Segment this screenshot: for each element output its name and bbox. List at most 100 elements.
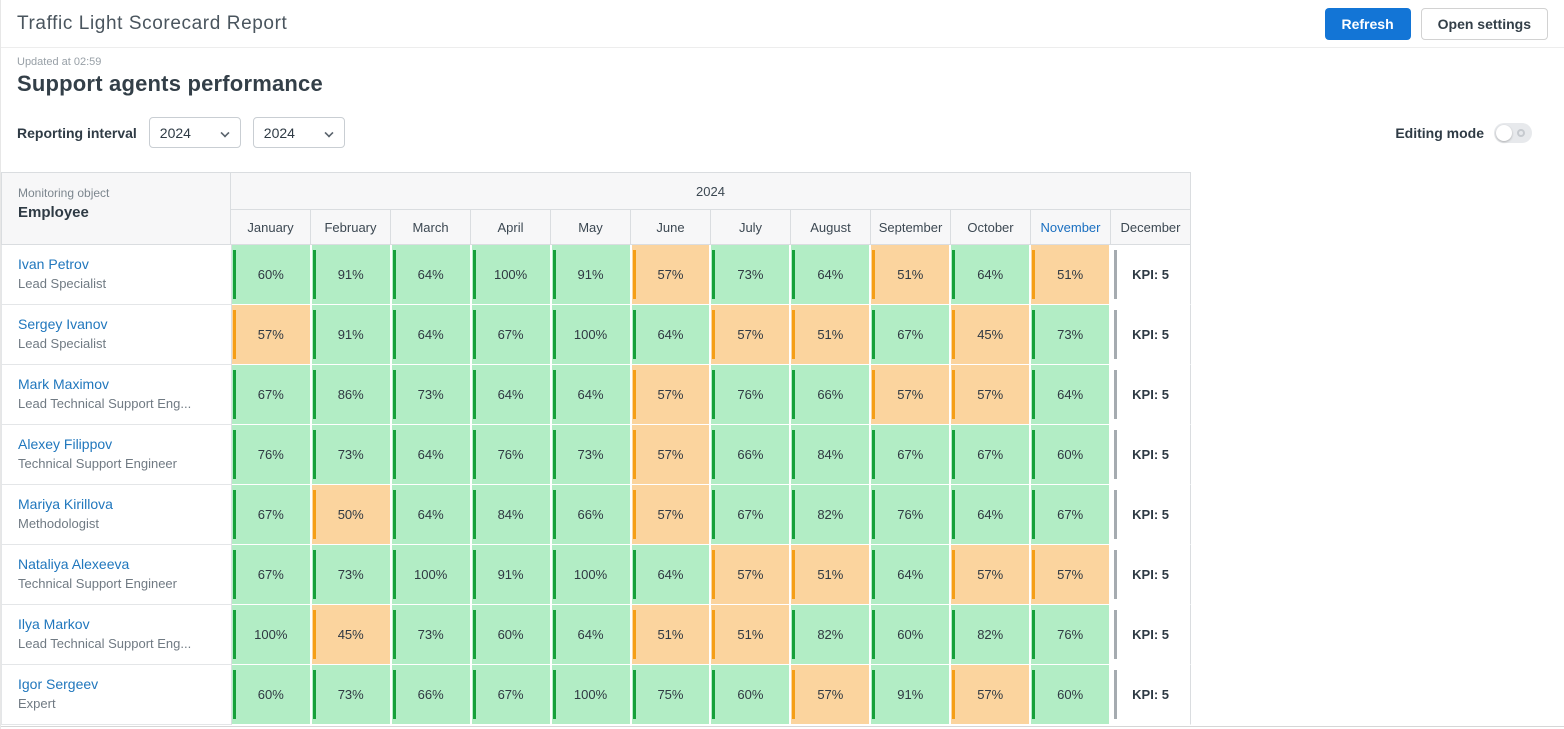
employee-name-link[interactable]: Ilya Markov bbox=[18, 616, 90, 632]
score-cell: 64% bbox=[551, 365, 632, 425]
score-cell: 51% bbox=[1031, 245, 1112, 305]
score-cell: 64% bbox=[391, 425, 472, 485]
interval-from-select[interactable]: 2024 bbox=[148, 117, 241, 148]
updated-at-text: Updated at 02:59 bbox=[17, 56, 102, 68]
editing-mode-toggle[interactable] bbox=[1494, 122, 1532, 143]
chevron-down-icon bbox=[324, 128, 334, 138]
employee-role: Lead Technical Support Eng... bbox=[18, 636, 192, 651]
score-cell: 91% bbox=[471, 545, 552, 605]
app-title: Traffic Light Scorecard Report bbox=[17, 12, 288, 34]
employee-role: Lead Technical Support Eng... bbox=[18, 396, 192, 411]
months-row: January February March April May June July Augu… bbox=[231, 210, 1191, 245]
score-cell: 73% bbox=[391, 605, 472, 665]
score-cell: 57% bbox=[951, 545, 1032, 605]
editing-mode-label: Editing mode bbox=[1395, 124, 1484, 141]
score-cell: 67% bbox=[871, 425, 952, 485]
report-title: Support agents performance bbox=[17, 71, 323, 96]
table-row: Ivan Petrov Lead Specialist 60% 91% 64% 100% 9… bbox=[2, 245, 1192, 305]
employee-cell: Mariya Kirillova Methodologist bbox=[2, 485, 232, 545]
scorecard-table: Monitoring object Employee 2024 January F… bbox=[1, 172, 1192, 725]
employee-cell: Ilya Markov Lead Technical Support Eng... bbox=[2, 605, 232, 665]
score-cell: 73% bbox=[391, 365, 472, 425]
score-cell: 64% bbox=[391, 485, 472, 545]
score-cell: 60% bbox=[1031, 665, 1112, 725]
score-cell: 64% bbox=[471, 365, 552, 425]
month-header-may: May bbox=[551, 210, 631, 245]
employee-name-link[interactable]: Alexey Filippov bbox=[18, 436, 113, 452]
score-cell: 45% bbox=[311, 605, 392, 665]
score-cell: 67% bbox=[231, 365, 312, 425]
employee-name-link[interactable]: Ivan Petrov bbox=[18, 256, 89, 272]
score-cell: 86% bbox=[311, 365, 392, 425]
score-cell: 67% bbox=[231, 545, 312, 605]
months-header-block: 2024 January February March April May June Jul… bbox=[231, 173, 1191, 245]
score-cell: 73% bbox=[311, 665, 392, 725]
score-cell: 60% bbox=[711, 665, 792, 725]
score-cell: 100% bbox=[551, 305, 632, 365]
score-cell: 51% bbox=[871, 245, 952, 305]
score-cell: 67% bbox=[1031, 485, 1112, 545]
employee-cell: Sergey Ivanov Lead Specialist bbox=[2, 305, 232, 365]
score-cell: 73% bbox=[311, 545, 392, 605]
kpi-cell: KPI: 5 bbox=[1111, 425, 1192, 485]
score-cell: 60% bbox=[231, 245, 312, 305]
score-cell: 67% bbox=[471, 665, 552, 725]
employee-name-link[interactable]: Igor Sergeev bbox=[18, 676, 99, 692]
score-cell: 100% bbox=[471, 245, 552, 305]
month-header-january: January bbox=[231, 210, 311, 245]
employee-cell: Igor Sergeev Expert bbox=[2, 665, 232, 725]
score-cell: 45% bbox=[951, 305, 1032, 365]
score-cell: 66% bbox=[791, 365, 872, 425]
month-header-march: March bbox=[391, 210, 471, 245]
open-settings-button[interactable]: Open settings bbox=[1420, 7, 1548, 40]
topbar-actions: Refresh Open settings bbox=[1324, 7, 1548, 40]
score-cell: 57% bbox=[631, 425, 712, 485]
kpi-cell: KPI: 5 bbox=[1111, 305, 1192, 365]
interval-to-select[interactable]: 2024 bbox=[252, 117, 345, 148]
employee-cell: Alexey Filippov Technical Support Enginee… bbox=[2, 425, 232, 485]
score-cell: 57% bbox=[951, 365, 1032, 425]
score-cell: 64% bbox=[551, 605, 632, 665]
employee-name-link[interactable]: Mark Maximov bbox=[18, 376, 110, 392]
month-header-february: February bbox=[311, 210, 391, 245]
score-cell: 51% bbox=[791, 305, 872, 365]
score-cell: 76% bbox=[711, 365, 792, 425]
score-cell: 76% bbox=[471, 425, 552, 485]
reporting-interval-group: Reporting interval 2024 2024 bbox=[17, 117, 345, 148]
employee-role: Expert bbox=[18, 696, 56, 711]
employee-name-link[interactable]: Nataliya Alexeeva bbox=[18, 556, 130, 572]
table-row: Mariya Kirillova Methodologist 67% 50% 64% 84… bbox=[2, 485, 1192, 545]
score-cell: 100% bbox=[391, 545, 472, 605]
score-cell: 75% bbox=[631, 665, 712, 725]
employee-name-link[interactable]: Mariya Kirillova bbox=[18, 496, 113, 512]
table-row: Ilya Markov Lead Technical Support Eng...… bbox=[2, 605, 1192, 665]
month-header-june: June bbox=[631, 210, 711, 245]
score-cell: 60% bbox=[871, 605, 952, 665]
score-cell: 51% bbox=[791, 545, 872, 605]
month-header-august: August bbox=[791, 210, 871, 245]
score-cell: 64% bbox=[391, 245, 472, 305]
month-header-november[interactable]: November bbox=[1031, 210, 1111, 245]
score-cell: 91% bbox=[311, 245, 392, 305]
monitoring-object-header: Monitoring object Employee bbox=[2, 173, 231, 245]
score-cell: 64% bbox=[1031, 365, 1112, 425]
score-cell: 73% bbox=[551, 425, 632, 485]
score-cell: 66% bbox=[711, 425, 792, 485]
employee-name-link[interactable]: Sergey Ivanov bbox=[18, 316, 108, 332]
score-cell: 66% bbox=[551, 485, 632, 545]
controls-row: Reporting interval 2024 2024 Editing mod… bbox=[1, 117, 1564, 148]
score-cell: 64% bbox=[791, 245, 872, 305]
monitoring-object-label: Monitoring object bbox=[18, 186, 110, 200]
score-cell: 67% bbox=[871, 305, 952, 365]
month-header-december: December bbox=[1111, 210, 1191, 245]
score-cell: 76% bbox=[1031, 605, 1112, 665]
score-cell: 57% bbox=[871, 365, 952, 425]
score-cell: 64% bbox=[871, 545, 952, 605]
bottom-divider bbox=[1, 726, 1564, 727]
score-cell: 50% bbox=[311, 485, 392, 545]
refresh-button[interactable]: Refresh bbox=[1324, 7, 1411, 40]
employee-role: Technical Support Engineer bbox=[18, 576, 177, 591]
table-body: Ivan Petrov Lead Specialist 60% 91% 64% 100% 9… bbox=[1, 245, 1192, 725]
score-cell: 57% bbox=[631, 365, 712, 425]
score-cell: 57% bbox=[631, 245, 712, 305]
